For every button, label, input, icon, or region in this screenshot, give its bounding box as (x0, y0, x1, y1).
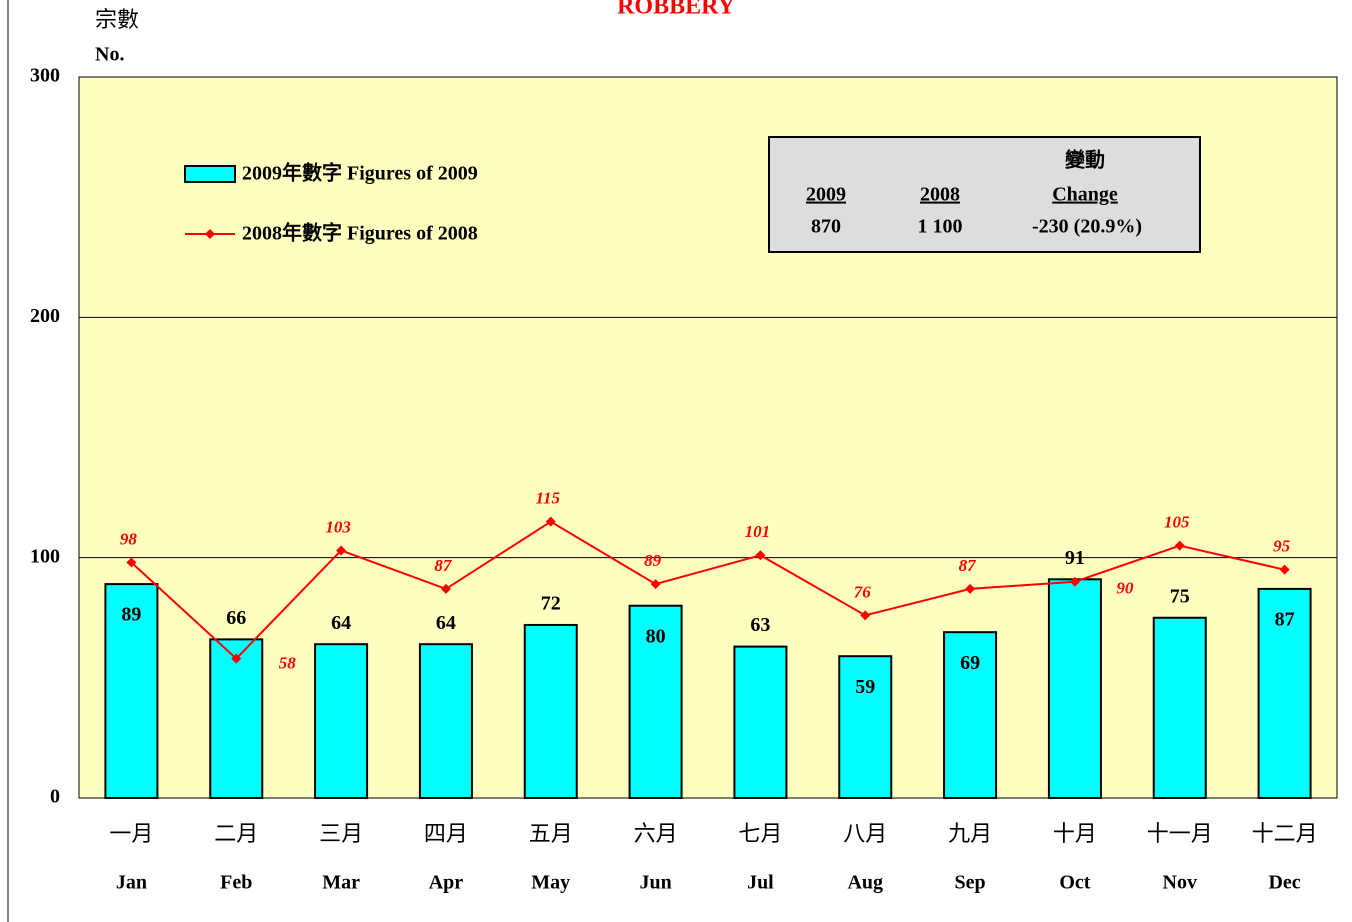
line-value-label: 76 (854, 582, 872, 601)
line-marker (650, 579, 661, 590)
bar-value-label: 64 (331, 612, 351, 634)
x-tick-label: Jan (116, 872, 147, 894)
y-axis-label: 宗數 (95, 7, 139, 32)
bar-value-label: 69 (960, 652, 980, 674)
x-tick-label: Nov (1163, 872, 1197, 894)
x-tick-label: Jun (639, 872, 671, 894)
line-marker (860, 610, 871, 621)
line-value-label: 95 (1273, 537, 1291, 556)
bar (1257, 587, 1312, 799)
x-tick-label: Apr (429, 872, 464, 894)
bar (314, 643, 369, 799)
line-value-label: 101 (745, 522, 771, 541)
line-marker (440, 583, 451, 594)
legend-label: 2008年數字 Figures of 2008 (242, 221, 478, 245)
x-tick-label: 七月 (738, 821, 782, 846)
y-tick-label: 100 (30, 545, 60, 567)
x-tick-label: 十月 (1053, 821, 1097, 846)
line-value-label: 103 (325, 517, 351, 536)
summary-header: Change (1052, 184, 1118, 206)
line-marker (1069, 576, 1080, 587)
bar-value-label: 91 (1065, 547, 1085, 569)
summary-value: -230 (20.9%) (1032, 216, 1142, 238)
summary-value: 870 (811, 216, 841, 238)
bar (209, 638, 264, 799)
bar (628, 604, 683, 799)
line (130, 520, 1285, 661)
x-tick-label: 十二月 (1252, 821, 1318, 846)
bar (523, 623, 578, 800)
bar-value-label: 59 (855, 676, 875, 698)
bar-value-label: 64 (436, 612, 456, 634)
y-tick-label: 300 (30, 65, 60, 87)
line-value-label: 58 (279, 654, 297, 673)
x-tick-label: Mar (322, 872, 360, 894)
summary-header: 變動 (1065, 148, 1105, 172)
bar-value-label: 87 (1275, 609, 1295, 631)
line-marker (336, 545, 347, 556)
legend-label: 2009年數字 Figures of 2009 (242, 161, 478, 185)
bar-value-label: 80 (646, 625, 666, 647)
summary-value: 1 100 (918, 216, 963, 238)
bar (733, 645, 788, 800)
x-tick-label: 十一月 (1147, 821, 1213, 846)
bar-value-label: 66 (226, 607, 246, 629)
summary-box (768, 136, 1201, 253)
line-marker (231, 653, 242, 664)
bar (838, 655, 893, 799)
bar (1152, 616, 1207, 799)
x-tick-label: 三月 (319, 821, 363, 846)
x-tick-label: 一月 (109, 821, 153, 846)
bar-value-label: 72 (541, 593, 561, 615)
line-value-label: 87 (434, 556, 453, 575)
legend-swatch (205, 229, 215, 239)
line-marker (1174, 540, 1185, 551)
chart-title: ROBBERY (617, 0, 735, 20)
bar-value-label: 75 (1170, 585, 1190, 607)
y-axis-label: No. (95, 44, 124, 66)
line-marker (1279, 564, 1290, 575)
x-tick-label: Dec (1268, 872, 1300, 894)
bar (418, 643, 473, 799)
line-value-label: 87 (959, 556, 978, 575)
legend-swatch (184, 165, 236, 183)
y-tick-label: 200 (30, 305, 60, 327)
bar (943, 631, 998, 799)
line-value-label: 115 (535, 489, 560, 508)
summary-header: 2009 (806, 184, 846, 206)
y-tick-label: 0 (50, 786, 60, 808)
line-value-label: 90 (1116, 579, 1134, 598)
bar (1047, 578, 1102, 800)
bar (104, 583, 159, 799)
x-tick-label: Sep (955, 872, 986, 894)
x-tick-label: Feb (220, 872, 252, 894)
line-marker (126, 557, 137, 568)
bar-value-label: 89 (121, 604, 141, 626)
x-tick-label: 四月 (424, 821, 468, 846)
line-marker (545, 516, 556, 527)
bar-value-label: 63 (750, 614, 770, 636)
line-value-label: 105 (1164, 513, 1190, 532)
x-tick-label: 九月 (948, 821, 992, 846)
x-tick-label: Jul (747, 872, 774, 894)
summary-header: 2008 (920, 184, 960, 206)
x-tick-label: Aug (847, 872, 883, 894)
x-tick-label: Oct (1059, 872, 1090, 894)
line-value-label: 89 (644, 551, 662, 570)
x-tick-label: 二月 (214, 821, 258, 846)
line-marker (965, 583, 976, 594)
x-tick-label: 六月 (634, 821, 678, 846)
x-tick-label: 八月 (843, 821, 887, 846)
line-value-label: 98 (120, 529, 138, 548)
line-marker (755, 550, 766, 561)
x-tick-label: 五月 (529, 821, 573, 846)
x-tick-label: May (531, 872, 570, 894)
